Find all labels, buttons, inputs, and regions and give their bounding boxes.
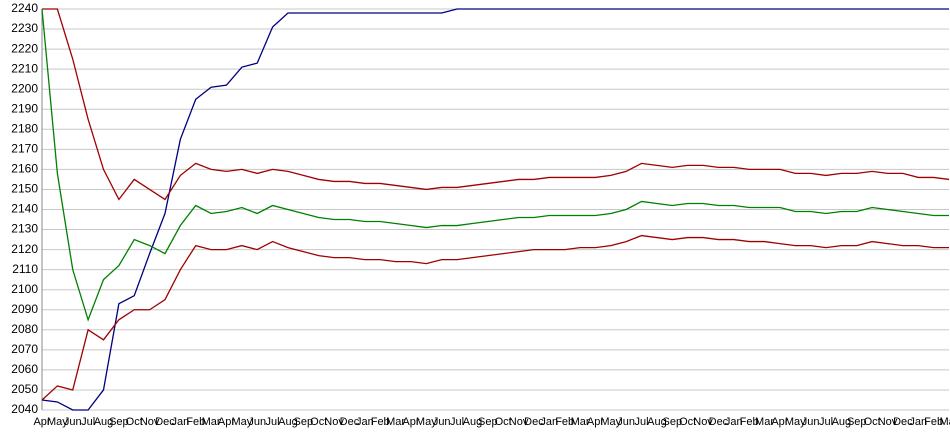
y-tick-label: 2220 bbox=[11, 41, 38, 55]
x-tick-label: Mar bbox=[571, 416, 590, 428]
x-tick-label: Dec bbox=[893, 416, 913, 428]
x-tick-label: Oct bbox=[864, 416, 881, 428]
x-tick-label: Feb bbox=[186, 416, 205, 428]
x-tick-label: Sep bbox=[109, 416, 129, 428]
y-tick-label: 2090 bbox=[11, 302, 38, 316]
x-tick-label: Jun bbox=[64, 416, 82, 428]
x-tick-label: Aug bbox=[832, 416, 852, 428]
x-tick-label: Dec bbox=[155, 416, 175, 428]
x-tick-label: Sep bbox=[662, 416, 682, 428]
x-tick-label: Nov bbox=[693, 416, 713, 428]
x-tick-label: Feb bbox=[740, 416, 759, 428]
x-tick-label: Jul bbox=[450, 416, 464, 428]
y-tick-label: 2230 bbox=[11, 21, 38, 35]
y-tick-label: 2130 bbox=[11, 222, 38, 236]
x-tick-label: Jun bbox=[433, 416, 451, 428]
x-tick-label: Aug bbox=[278, 416, 298, 428]
series-line bbox=[41, 8, 949, 322]
y-tick-label: 2050 bbox=[11, 382, 38, 396]
y-tick-label: 2150 bbox=[11, 182, 38, 196]
y-tick-label: 2110 bbox=[12, 262, 38, 276]
x-tick-label: Apr bbox=[402, 416, 419, 428]
x-tick-label: Sep bbox=[294, 416, 314, 428]
x-tick-label: Aug bbox=[94, 416, 114, 428]
x-tick-label: Apr bbox=[771, 416, 788, 428]
x-tick-label: Jan bbox=[171, 416, 189, 428]
x-tick-label: Nov bbox=[509, 416, 529, 428]
y-tick-label: 2100 bbox=[11, 282, 38, 296]
x-tick-label: May bbox=[47, 416, 68, 428]
x-tick-label: Jul bbox=[819, 416, 833, 428]
y-tick-label: 2140 bbox=[11, 202, 38, 216]
x-tick-label: Apr bbox=[218, 416, 235, 428]
x-tick-label: Jan bbox=[909, 416, 927, 428]
x-tick-label: Jul bbox=[81, 416, 95, 428]
y-tick-label: 2190 bbox=[11, 101, 38, 115]
x-tick-label: Mar bbox=[386, 416, 405, 428]
y-tick-label: 2060 bbox=[11, 362, 38, 376]
y-tick-label: 2210 bbox=[11, 61, 38, 75]
y-tick-label: 2070 bbox=[11, 342, 38, 356]
x-tick-label: Jan bbox=[356, 416, 374, 428]
x-tick-label: Apr bbox=[33, 416, 50, 428]
x-tick-label: Nov bbox=[878, 416, 898, 428]
x-tick-label: Nov bbox=[140, 416, 160, 428]
x-tick-label: May bbox=[785, 416, 806, 428]
x-tick-label: Jun bbox=[802, 416, 820, 428]
y-tick-label: 2180 bbox=[11, 121, 38, 135]
x-tick-label: Jan bbox=[725, 416, 743, 428]
x-tick-label: May bbox=[231, 416, 252, 428]
x-tick-label: Aug bbox=[647, 416, 667, 428]
x-tick-label: Dec bbox=[524, 416, 544, 428]
x-tick-label: Feb bbox=[924, 416, 943, 428]
x-tick-label: Dec bbox=[709, 416, 729, 428]
x-tick-label: Oct bbox=[310, 416, 327, 428]
x-tick-label: Dec bbox=[340, 416, 360, 428]
series-line bbox=[41, 8, 949, 411]
y-tick-label: 2120 bbox=[11, 242, 38, 256]
x-tick-label: Jun bbox=[248, 416, 266, 428]
y-tick-label: 2200 bbox=[11, 81, 38, 95]
x-tick-label: Feb bbox=[555, 416, 574, 428]
x-tick-label: Jun bbox=[617, 416, 635, 428]
x-tick-label: May bbox=[600, 416, 621, 428]
y-tick-label: 2160 bbox=[11, 162, 38, 176]
x-tick-label: Oct bbox=[126, 416, 143, 428]
x-tick-label: Apr bbox=[587, 416, 604, 428]
x-tick-label: Jul bbox=[266, 416, 280, 428]
x-tick-label: Mar bbox=[940, 416, 950, 428]
series-line bbox=[42, 8, 950, 201]
x-tick-label: Aug bbox=[463, 416, 483, 428]
y-tick-label: 2040 bbox=[11, 402, 38, 416]
x-tick-label: Nov bbox=[324, 416, 344, 428]
x-tick-label: Oct bbox=[679, 416, 696, 428]
x-tick-label: May bbox=[416, 416, 437, 428]
x-tick-label: Jul bbox=[635, 416, 649, 428]
y-tick-label: 2080 bbox=[11, 322, 38, 336]
x-tick-label: Jan bbox=[540, 416, 558, 428]
x-tick-label: Sep bbox=[847, 416, 867, 428]
x-tick-label: Mar bbox=[202, 416, 221, 428]
x-tick-label: Feb bbox=[371, 416, 390, 428]
x-tick-label: Mar bbox=[755, 416, 774, 428]
x-tick-label: Oct bbox=[495, 416, 512, 428]
y-tick-label: 2170 bbox=[11, 142, 38, 156]
x-tick-label: Sep bbox=[478, 416, 498, 428]
series-line bbox=[41, 234, 949, 401]
y-tick-label: 2240 bbox=[11, 1, 38, 15]
